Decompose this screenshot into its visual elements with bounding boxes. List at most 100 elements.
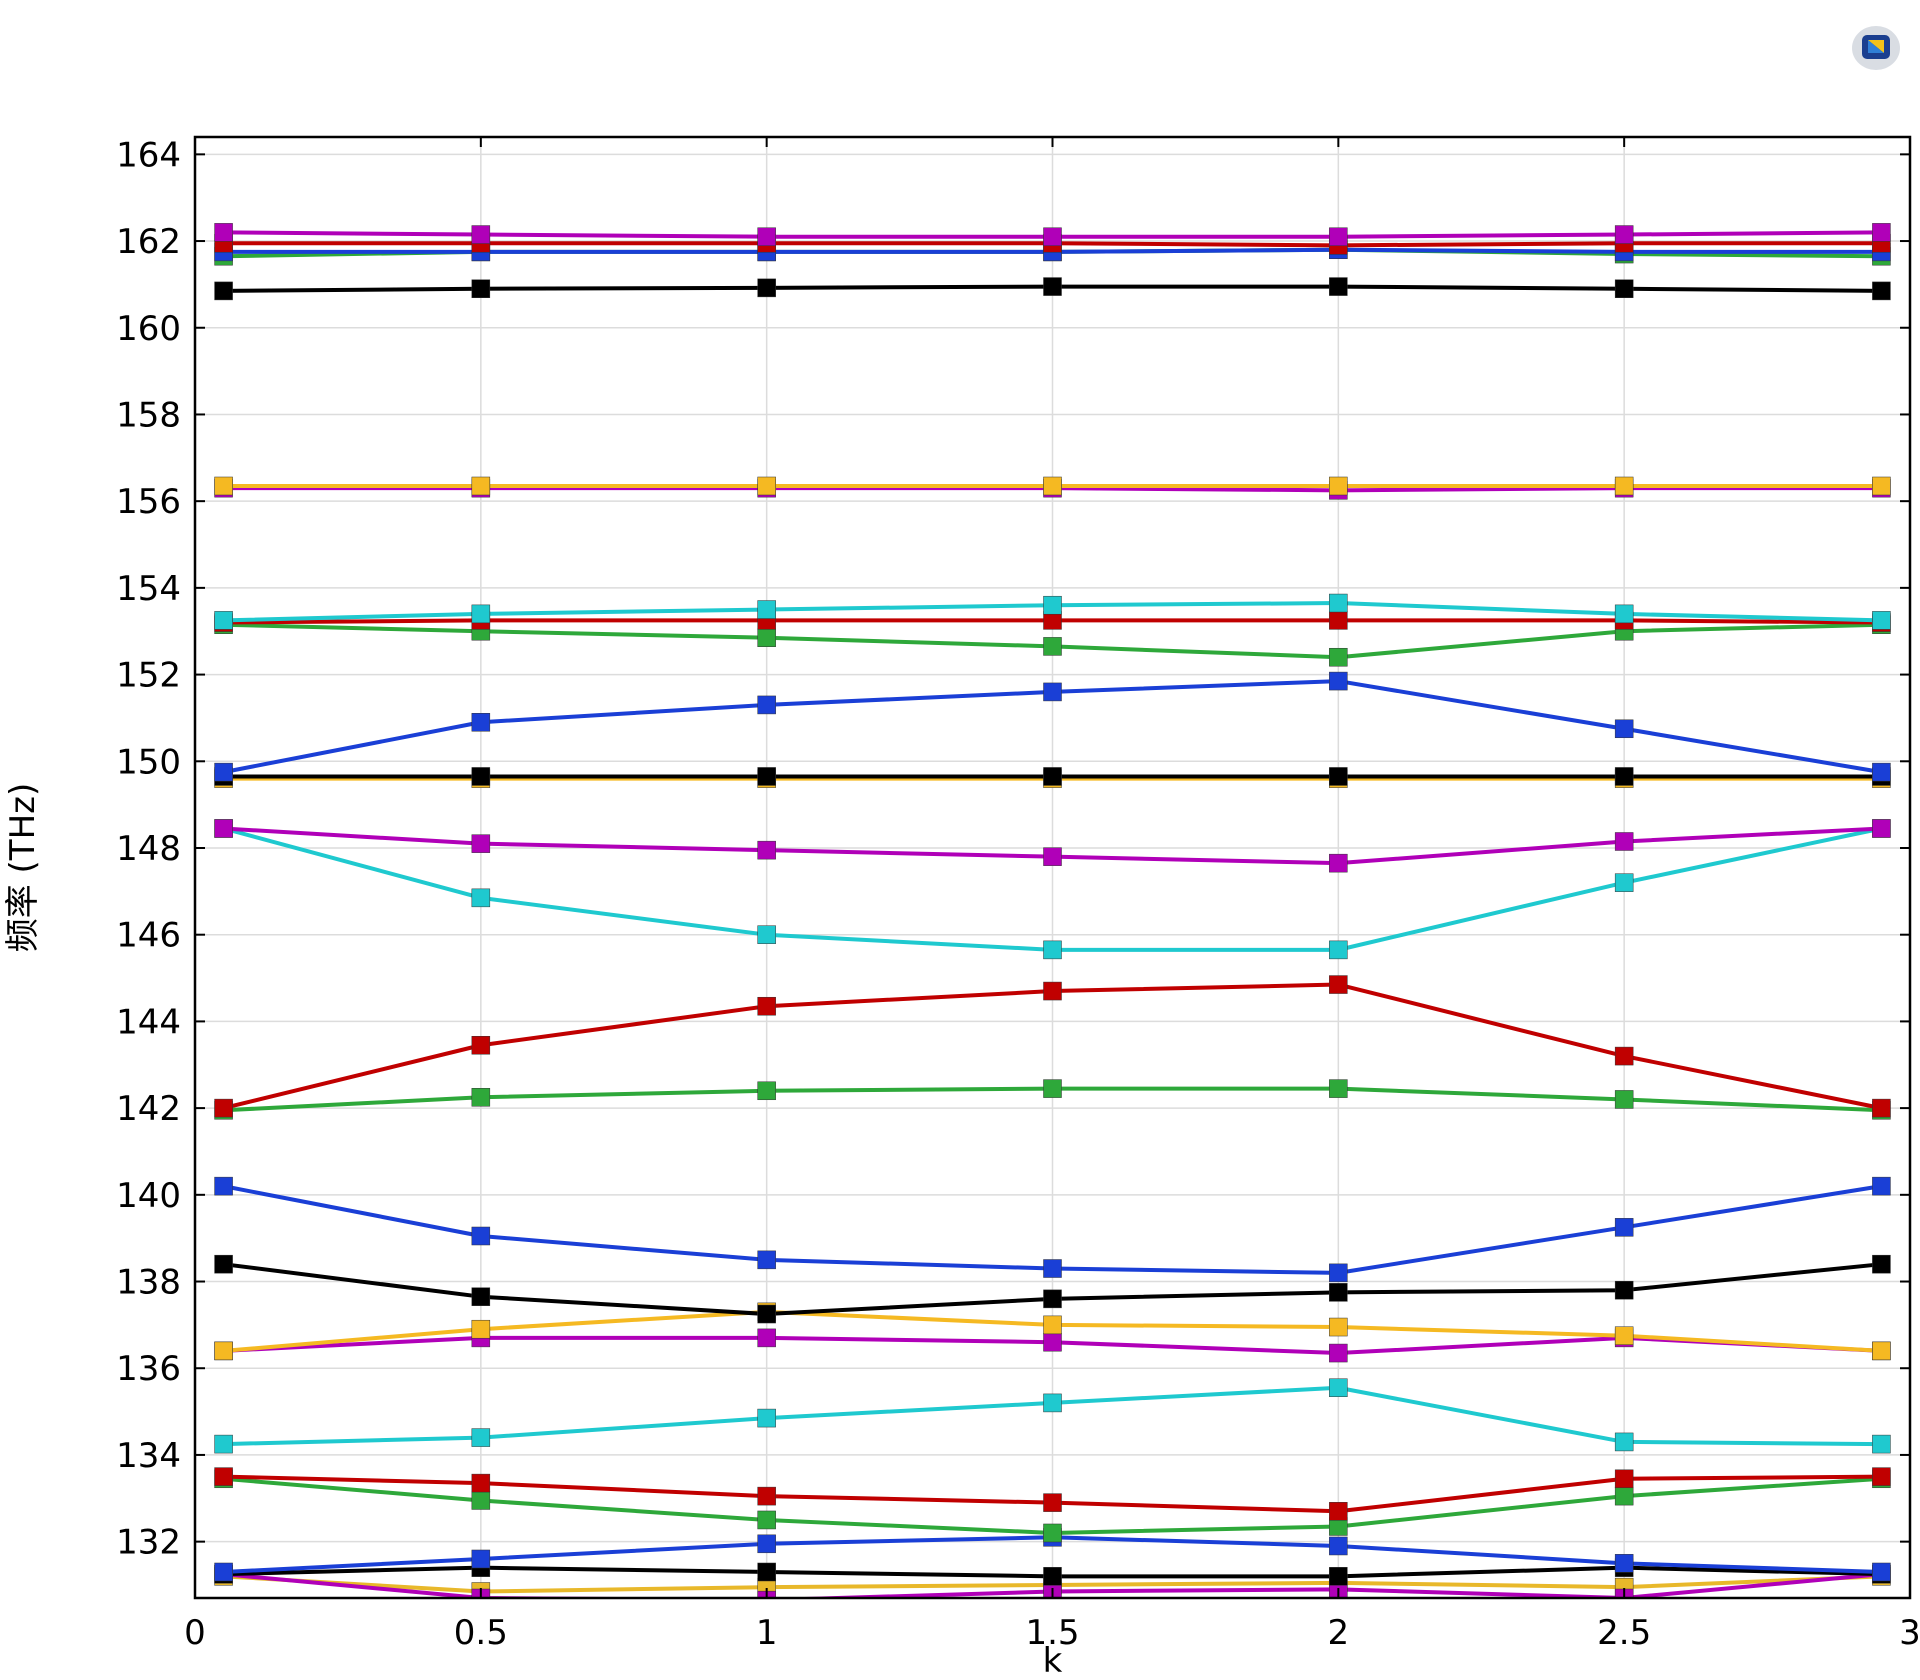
series-11-point — [214, 1176, 233, 1196]
series-11-point — [1043, 1259, 1062, 1278]
series-7-point — [1043, 1393, 1062, 1413]
series-18-point — [1614, 719, 1634, 739]
series-11-point — [1329, 1263, 1348, 1283]
series-9-point — [1614, 1326, 1634, 1345]
series-5-point — [1614, 1486, 1634, 1506]
x-tick-labels: 0 0.5 1 1.5 2 2.5 3 — [184, 1613, 1920, 1653]
series-10-point — [1329, 1283, 1348, 1302]
series-6-point — [1614, 1469, 1634, 1489]
grid-lines — [195, 137, 1910, 1598]
x-tick-label: 3 — [1899, 1613, 1920, 1653]
series-13-point — [1329, 975, 1348, 994]
series-24-point — [214, 281, 233, 301]
series-7-point — [214, 1434, 233, 1454]
series-10-point — [214, 1254, 233, 1274]
series-24-point — [1614, 279, 1634, 298]
series-12-point — [1043, 1079, 1062, 1098]
x-tick-label: 0 — [184, 1613, 206, 1653]
series-18-point — [1872, 762, 1891, 782]
y-tick-label: 132 — [116, 1523, 181, 1563]
series-15-point — [757, 840, 776, 860]
y-tick-labels: 132 134 136 138 140 142 144 146 148 150 152 154 156 1… — [116, 135, 181, 1562]
series-4-point — [1329, 1536, 1348, 1556]
series-21-point — [757, 600, 776, 619]
series-9-point — [471, 1319, 491, 1339]
series-8-point — [757, 1328, 776, 1348]
series-21-point — [214, 611, 233, 630]
y-axis-title: 频率 (THz) — [3, 783, 43, 953]
series-7-point — [1329, 1378, 1348, 1397]
series-28-point — [1614, 225, 1634, 244]
series-17-point — [1614, 767, 1634, 786]
series-24-point — [1872, 281, 1891, 301]
y-tick-label: 164 — [116, 135, 181, 175]
series-12-point — [1329, 1079, 1348, 1098]
series-4-point — [757, 1534, 776, 1554]
series-11-point — [757, 1250, 776, 1270]
series-13-point — [214, 1098, 233, 1118]
series-10-point — [1614, 1280, 1634, 1300]
y-tick-label: 144 — [116, 1002, 181, 1042]
series-15-point — [471, 834, 491, 853]
series-14-point — [1329, 940, 1348, 960]
series-23-point — [1043, 476, 1062, 496]
x-axis-title: k — [1043, 1641, 1063, 1680]
series-17-point — [1329, 767, 1348, 786]
y-tick-label: 162 — [116, 222, 181, 262]
series-10-point — [1043, 1289, 1062, 1309]
y-tick-label: 142 — [116, 1089, 181, 1129]
series-13-point — [757, 996, 776, 1016]
series-28-point — [471, 225, 491, 244]
x-tick-label: 2 — [1328, 1613, 1350, 1653]
series-9-point — [1043, 1315, 1062, 1335]
series-4-point — [471, 1549, 491, 1569]
series-28-point — [1043, 227, 1062, 246]
series-18-point — [1329, 671, 1348, 691]
series-18-point — [1043, 682, 1062, 702]
series-23-point — [1614, 476, 1634, 496]
series-9-point — [1872, 1341, 1891, 1361]
series-28-point — [1329, 227, 1348, 246]
series-4-point — [1614, 1554, 1634, 1573]
series-12-point — [1614, 1090, 1634, 1109]
series-24-point — [1329, 277, 1348, 296]
series-11-point — [1614, 1218, 1634, 1237]
axis-ticks — [194, 137, 1911, 1598]
series-6-point — [471, 1473, 491, 1493]
series-15-point — [214, 819, 233, 838]
series-21-point — [1043, 595, 1062, 615]
y-tick-label: 152 — [116, 656, 181, 696]
series-15-point — [1329, 853, 1348, 873]
series-15-point — [1872, 819, 1891, 838]
series-19-point — [1329, 647, 1348, 667]
series-12-point — [471, 1088, 491, 1107]
series-20-point — [1329, 611, 1348, 630]
series-28-point — [214, 223, 233, 242]
series-9-point — [214, 1341, 233, 1361]
series-15-point — [1614, 832, 1634, 851]
series-19-point — [1043, 637, 1062, 656]
series-13-point — [1614, 1046, 1634, 1066]
series-11-point — [471, 1226, 491, 1246]
series-10-point — [471, 1287, 491, 1306]
series-14-point — [757, 925, 776, 944]
series-7-point — [757, 1408, 776, 1428]
series-15-point — [1043, 847, 1062, 866]
series-23-point — [471, 476, 491, 496]
series-11-point — [1872, 1176, 1891, 1196]
series-23-point — [1872, 476, 1891, 496]
series-17-point — [757, 767, 776, 786]
series-5-point — [471, 1491, 491, 1510]
series-24-point — [471, 279, 491, 298]
series-14-point — [1043, 940, 1062, 960]
series-23-point — [757, 476, 776, 496]
series-21-point — [1872, 611, 1891, 630]
series-4-point — [1872, 1562, 1891, 1582]
series-21-point — [1329, 593, 1348, 613]
series-5-point — [757, 1510, 776, 1530]
y-tick-label: 158 — [116, 395, 181, 435]
comsol-logo-icon — [1852, 26, 1900, 70]
series-17-point — [1043, 767, 1062, 786]
series-13-point — [1872, 1098, 1891, 1118]
